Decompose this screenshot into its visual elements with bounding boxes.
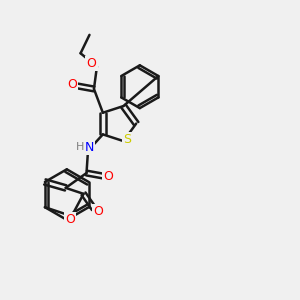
Text: O: O (65, 213, 75, 226)
Text: O: O (94, 205, 103, 218)
Text: O: O (87, 57, 97, 70)
Text: H: H (76, 142, 84, 152)
Text: O: O (103, 169, 113, 182)
Text: N: N (85, 141, 94, 154)
Text: S: S (123, 133, 131, 146)
Text: O: O (67, 78, 77, 91)
